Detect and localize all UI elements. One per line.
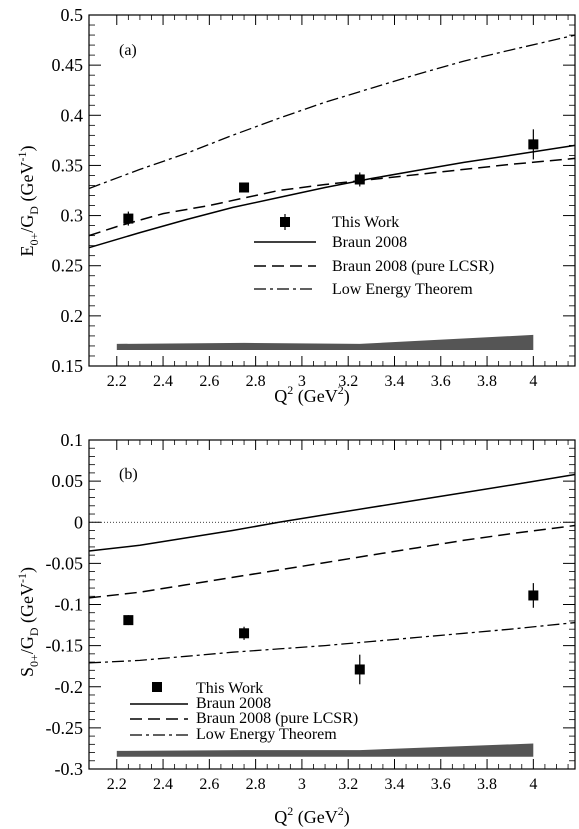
x-axis-label-a: Q2 (GeV2) [274,383,349,407]
x-tick-label: 3.4 [384,373,404,390]
series-line-solid [88,144,576,249]
legend-let-b: Low Energy Theorem [196,726,337,743]
panel-label-b: (b) [119,466,138,483]
x-tick-label: 2.8 [246,373,266,390]
systematic-band-area [116,334,534,350]
y-tick-label: -0.25 [46,718,84,738]
x-tick-label: 3 [298,373,306,390]
x-tick-label: 3.2 [338,776,358,793]
y-axis-label-b: S0+/GD (GeV-1) [15,567,41,677]
legend-this-work-b: This Work [196,680,263,697]
x-axis-ticks-b: 2.2 2.4 2.6 2.8 3 3.2 3.4 3.6 3.8 4 [107,440,569,793]
series-line-dashed [88,524,576,599]
y-tick-label: -0.15 [46,636,84,656]
x-axis-label-b: Q2 (GeV2) [274,804,349,828]
legend-this-work: This Work [332,214,399,231]
x-tick-label: 2.4 [153,776,173,793]
y-tick-label: 0.5 [61,5,84,25]
legend-b: This Work Braun 2008 Braun 2008 (pure LC… [130,680,358,743]
y-tick-label: 0.4 [61,105,84,125]
legend-a: This Work Braun 2008 Braun 2008 (pure LC… [254,214,494,298]
plot-frame-a [88,14,576,367]
y-tick-label: 0.3 [61,206,84,226]
legend-let: Low Energy Theorem [332,281,473,298]
data-point [239,182,250,193]
data-point [354,664,365,675]
y-tick-label: 0.35 [52,155,84,175]
x-tick-label: 3.6 [431,373,451,390]
x-tick-label: 2.2 [107,776,127,793]
x-tick-label: 2.2 [107,373,127,390]
legend-braun-lcsr: Braun 2008 (pure LCSR) [332,258,494,275]
series-line-dashdot [88,621,576,664]
x-tick-label: 4 [529,776,537,793]
curves-b [88,473,576,664]
y-tick-label: -0.05 [46,553,84,573]
systematic-band-b [116,743,534,757]
y-tick-label: 0.15 [52,356,84,376]
legend-braun-b: Braun 2008 [196,695,271,712]
series-line-dashdot [88,34,576,190]
y-axis-ticks-b: 0.1 0.05 0 -0.05 -0.1 -0.15 -0.2 -0.25 -0.3 [46,430,575,779]
x-tick-label: 3 [298,776,306,793]
y-tick-label: 0 [74,512,83,532]
panel-label-a: (a) [119,42,137,59]
y-axis-ticks-a: 0.15 0.2 0.25 0.3 0.35 0.4 0.45 0.5 [52,5,575,376]
x-tick-label: 2.6 [199,373,219,390]
panel-a: 2.2 2.4 2.6 2.8 3 3.2 3.4 3.6 3.8 4 0.150.20.250.… [15,5,576,407]
x-tick-label: 3.2 [338,373,358,390]
series-line-solid [88,473,576,552]
data-point [123,615,134,626]
data-point [354,174,365,185]
legend-marker-this-work-b [152,682,162,692]
y-tick-label: 0.45 [52,55,84,75]
y-tick-label: -0.2 [55,677,84,697]
y-tick-label: 0.2 [61,306,84,326]
x-tick-label: 3.6 [431,776,451,793]
data-points-b [123,583,539,685]
y-axis-label-a: E0+/GD (GeV-1) [15,146,41,257]
legend-braun-lcsr-b: Braun 2008 (pure LCSR) [196,710,358,727]
series-line-dashed [88,157,576,237]
legend-braun: Braun 2008 [332,234,407,251]
systematic-band-a [116,334,534,350]
data-point [123,213,134,224]
y-tick-label: -0.1 [55,595,84,615]
y-tick-label: 0.1 [61,430,84,450]
data-point [528,139,539,150]
y-tick-label: 0.05 [52,471,84,491]
data-point [239,628,250,639]
data-points-a [123,129,539,226]
panel-b: 2.2 2.4 2.6 2.8 3 3.2 3.4 3.6 3.8 4 0.1 0.05 0 -0.05… [15,430,576,828]
x-tick-label: 3.8 [477,776,497,793]
x-tick-label: 2.6 [199,776,219,793]
x-tick-label: 3.4 [384,776,404,793]
x-tick-label: 2.4 [153,373,173,390]
x-tick-label: 3.8 [477,373,497,390]
y-tick-label: -0.3 [55,759,84,779]
x-tick-label: 4 [529,373,537,390]
x-tick-label: 2.8 [246,776,266,793]
data-point [528,590,539,601]
curves-a [88,34,576,249]
y-tick-label: 0.25 [52,256,84,276]
x-axis-ticks-a: 2.2 2.4 2.6 2.8 3 3.2 3.4 3.6 3.8 4 [107,15,569,390]
systematic-band-area [116,743,534,757]
